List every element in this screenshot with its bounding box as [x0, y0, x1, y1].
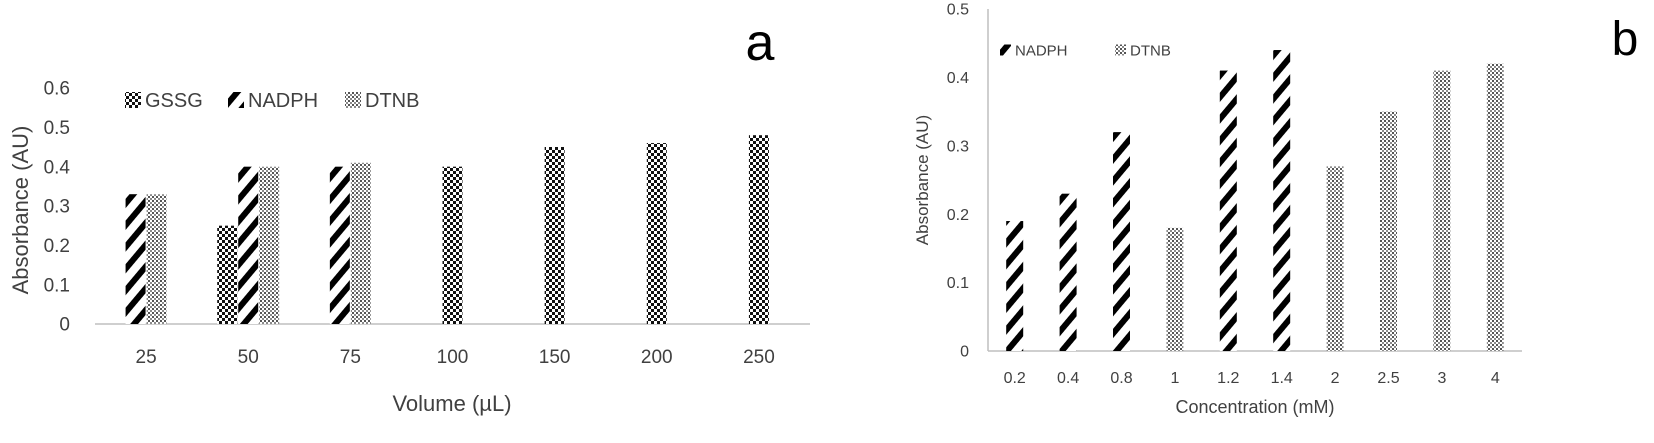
x-tick-label: 0.2 [1004, 370, 1026, 387]
y-tick-label: 0.4 [947, 70, 969, 87]
x-tick-label: 75 [340, 347, 361, 368]
chart-panel-a: a Absorbance (AU) Volume (µL) 0 0.1 0.2 0.3… [8, 14, 810, 416]
bar-nadph [1273, 50, 1291, 351]
bar-nadph [238, 166, 259, 324]
x-tick-label: 3 [1437, 370, 1446, 387]
legend-label-nadph: NADPH [1015, 42, 1068, 59]
chart-panel-b: b Absorbance (AU) Concentration (mM) 0 0.… [913, 2, 1638, 417]
bar-gssg [217, 225, 238, 324]
x-tick-label: 1.2 [1217, 370, 1239, 387]
y-tick-label: 0.5 [947, 2, 969, 19]
legend-swatch-gssg [125, 92, 141, 108]
x-tick-label: 4 [1491, 370, 1500, 387]
y-tick-label: 0.6 [44, 79, 70, 100]
x-tick-label: 150 [539, 347, 571, 368]
y-tick-label: 0.2 [947, 207, 969, 224]
bar-nadph [125, 194, 146, 324]
x-tick-label: 25 [136, 347, 157, 368]
x-tick-label: 2.5 [1377, 370, 1399, 387]
bar-nadph [1059, 193, 1077, 351]
bar-nadph [1006, 221, 1024, 351]
x-axis-title-a: Volume (µL) [392, 391, 511, 416]
bar-dtnb [1486, 63, 1504, 351]
bar-dtnb [1166, 227, 1184, 351]
bar-dtnb [1380, 111, 1397, 351]
bar-nadph [329, 166, 350, 324]
y-tick-label: 0.1 [44, 275, 70, 296]
bar-gssg [544, 147, 565, 324]
x-tick-label: 2 [1331, 370, 1340, 387]
legend-label-nadph: NADPH [248, 90, 318, 112]
legend-swatch-nadph [1000, 44, 1011, 56]
y-tick-label: 0.3 [44, 197, 70, 218]
bar-dtnb [350, 162, 371, 324]
bar-gssg [442, 166, 463, 324]
bar-gssg [748, 135, 769, 324]
x-tick-label: 0.4 [1057, 370, 1079, 387]
x-tick-label: 100 [437, 347, 469, 368]
legend-label-dtnb: DTNB [1130, 42, 1171, 59]
y-axis-title-b: Absorbance (AU) [913, 115, 932, 245]
panel-label-a: a [746, 14, 775, 72]
bar-gssg [646, 143, 667, 324]
bar-dtnb [146, 194, 167, 324]
bar-dtnb [1326, 166, 1344, 351]
legend-swatch-dtnb [345, 92, 361, 108]
y-tick-label: 0 [960, 344, 969, 361]
x-tick-label: 250 [743, 347, 775, 368]
legend-swatch-nadph [228, 92, 244, 108]
y-tick-label: 0.4 [44, 157, 71, 178]
y-tick-label: 0.1 [947, 275, 969, 292]
y-tick-label: 0.3 [947, 138, 969, 155]
x-tick-label: 200 [641, 347, 673, 368]
panel-label-b: b [1612, 13, 1639, 66]
y-tick-label: 0.5 [44, 118, 70, 139]
y-tick-label: 0 [59, 315, 70, 336]
bar-dtnb [259, 166, 280, 324]
legend-label-gssg: GSSG [145, 90, 203, 112]
bar-nadph [1219, 70, 1237, 351]
y-axis-title-a: Absorbance (AU) [8, 126, 33, 295]
legend-swatch-dtnb [1115, 44, 1126, 56]
y-tick-label: 0.2 [44, 236, 70, 257]
x-tick-label: 0.8 [1110, 370, 1132, 387]
bar-dtnb [1433, 70, 1451, 351]
bar-nadph [1113, 132, 1130, 351]
x-axis-title-b: Concentration (mM) [1175, 397, 1334, 417]
x-tick-label: 50 [238, 347, 259, 368]
x-tick-label: 1.4 [1271, 370, 1293, 387]
legend-label-dtnb: DTNB [365, 90, 419, 112]
x-tick-label: 1 [1170, 370, 1179, 387]
